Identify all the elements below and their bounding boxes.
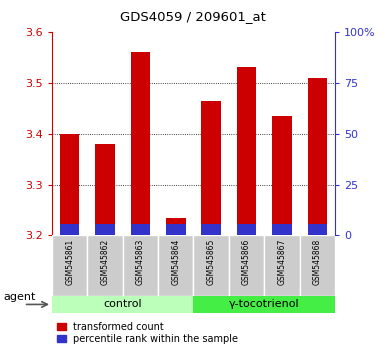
- Text: GDS4059 / 209601_at: GDS4059 / 209601_at: [120, 10, 265, 23]
- Bar: [60, 224, 79, 235]
- Bar: [193, 296, 335, 313]
- Bar: [201, 224, 221, 235]
- Bar: [264, 235, 300, 296]
- Bar: [95, 224, 115, 235]
- Text: GSM545861: GSM545861: [65, 239, 74, 285]
- Text: control: control: [104, 299, 142, 309]
- Bar: [123, 235, 158, 296]
- Bar: [237, 224, 256, 235]
- Bar: [201, 101, 221, 235]
- Bar: [272, 224, 291, 235]
- Text: GSM545862: GSM545862: [100, 239, 110, 285]
- Text: agent: agent: [4, 292, 36, 302]
- Bar: [87, 235, 123, 296]
- Bar: [300, 235, 335, 296]
- Text: GSM545866: GSM545866: [242, 239, 251, 285]
- Legend: transformed count, percentile rank within the sample: transformed count, percentile rank withi…: [57, 322, 238, 344]
- Bar: [272, 116, 291, 235]
- Text: GSM545868: GSM545868: [313, 239, 322, 285]
- Bar: [60, 134, 79, 235]
- Bar: [131, 224, 150, 235]
- Text: γ-tocotrienol: γ-tocotrienol: [229, 299, 300, 309]
- Bar: [229, 235, 264, 296]
- Bar: [158, 235, 193, 296]
- Text: GSM545863: GSM545863: [136, 239, 145, 285]
- Bar: [166, 224, 186, 235]
- Text: GSM545865: GSM545865: [207, 239, 216, 285]
- Bar: [52, 296, 193, 313]
- Bar: [193, 235, 229, 296]
- Bar: [237, 68, 256, 235]
- Text: GSM545867: GSM545867: [277, 239, 286, 285]
- Bar: [308, 78, 327, 235]
- Bar: [166, 218, 186, 235]
- Bar: [52, 235, 87, 296]
- Text: GSM545864: GSM545864: [171, 239, 180, 285]
- Bar: [131, 52, 150, 235]
- Bar: [95, 144, 115, 235]
- Bar: [308, 224, 327, 235]
